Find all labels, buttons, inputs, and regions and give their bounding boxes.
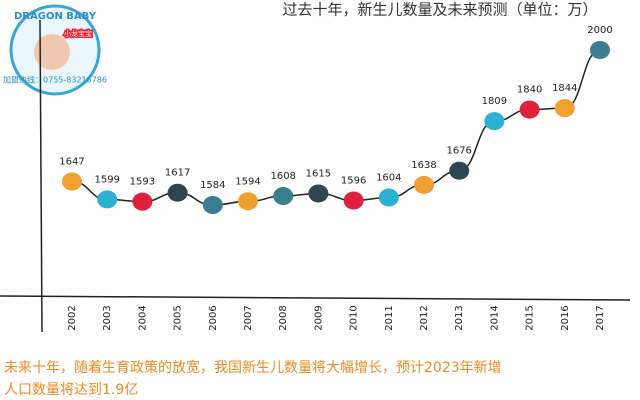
data-point [554,99,575,118]
data-point [238,192,258,211]
data-point [273,187,294,206]
data-label: 1608 [270,171,295,182]
data-point [167,183,188,202]
x-tick-label: 2016 [560,305,571,330]
data-label: 1584 [200,180,225,191]
x-tick-label: 2005 [173,305,184,330]
data-label: 1599 [94,174,119,185]
x-tick-label: 2004 [137,305,148,330]
data-label: 1844 [552,83,577,94]
data-label: 2000 [587,25,612,36]
data-label: 1840 [517,85,542,96]
data-label: 1676 [446,146,471,157]
data-label: 1596 [341,176,366,187]
data-point [590,41,610,59]
x-tick-label: 2010 [349,305,360,330]
data-point [343,191,364,210]
x-tick-label: 2017 [595,305,606,330]
data-label: 1594 [235,176,260,187]
y-axis [39,19,43,333]
x-tick-label: 2007 [243,305,254,330]
data-label: 1615 [306,168,331,179]
data-point [308,184,329,203]
data-point [414,175,434,194]
data-label: 1604 [376,173,401,184]
data-point [378,188,399,207]
logo: DRAGON BABY 小龙宝宝 加盟热线：0755-83216786 [3,4,107,96]
data-point [449,161,470,180]
logo-brand-cn: 小龙宝宝 [64,29,92,38]
data-label: 1647 [59,157,84,168]
caption-line: 未来十年，随着生育政策的放宽，我国新生儿数量将大幅增长，预计2023年新增 [4,359,502,376]
logo-brand: DRAGON BABY [14,11,97,22]
chart-title: 过去十年，新生儿数量及未来预测（单位：万） [282,1,597,19]
x-tick-label: 2015 [525,305,536,330]
x-tick-label: 2008 [278,305,289,330]
logo-baby [34,34,70,70]
x-tick-label: 2014 [489,305,500,330]
data-point [132,192,153,211]
x-tick-label: 2013 [454,305,465,330]
data-line [71,49,601,206]
data-point [484,112,505,131]
logo-hotline: 加盟热线：0755-83216786 [3,75,107,85]
data-label: 1809 [482,96,507,107]
x-tick-label: 2006 [208,305,219,330]
caption-line: 人口数量将达到1.9亿 [4,382,138,398]
data-point [97,190,118,209]
x-tick-label: 2002 [67,305,78,330]
data-label: 1638 [411,160,436,171]
x-tick-label: 2003 [102,305,113,330]
x-tick-label: 2012 [419,305,430,330]
x-tick-label: 2009 [313,305,324,330]
data-point [62,172,82,191]
x-axis [0,295,631,301]
data-label: 1617 [165,168,190,179]
data-label: 1593 [130,177,155,188]
data-point [519,100,540,119]
data-point [202,196,223,214]
x-tick-label: 2011 [384,305,395,330]
